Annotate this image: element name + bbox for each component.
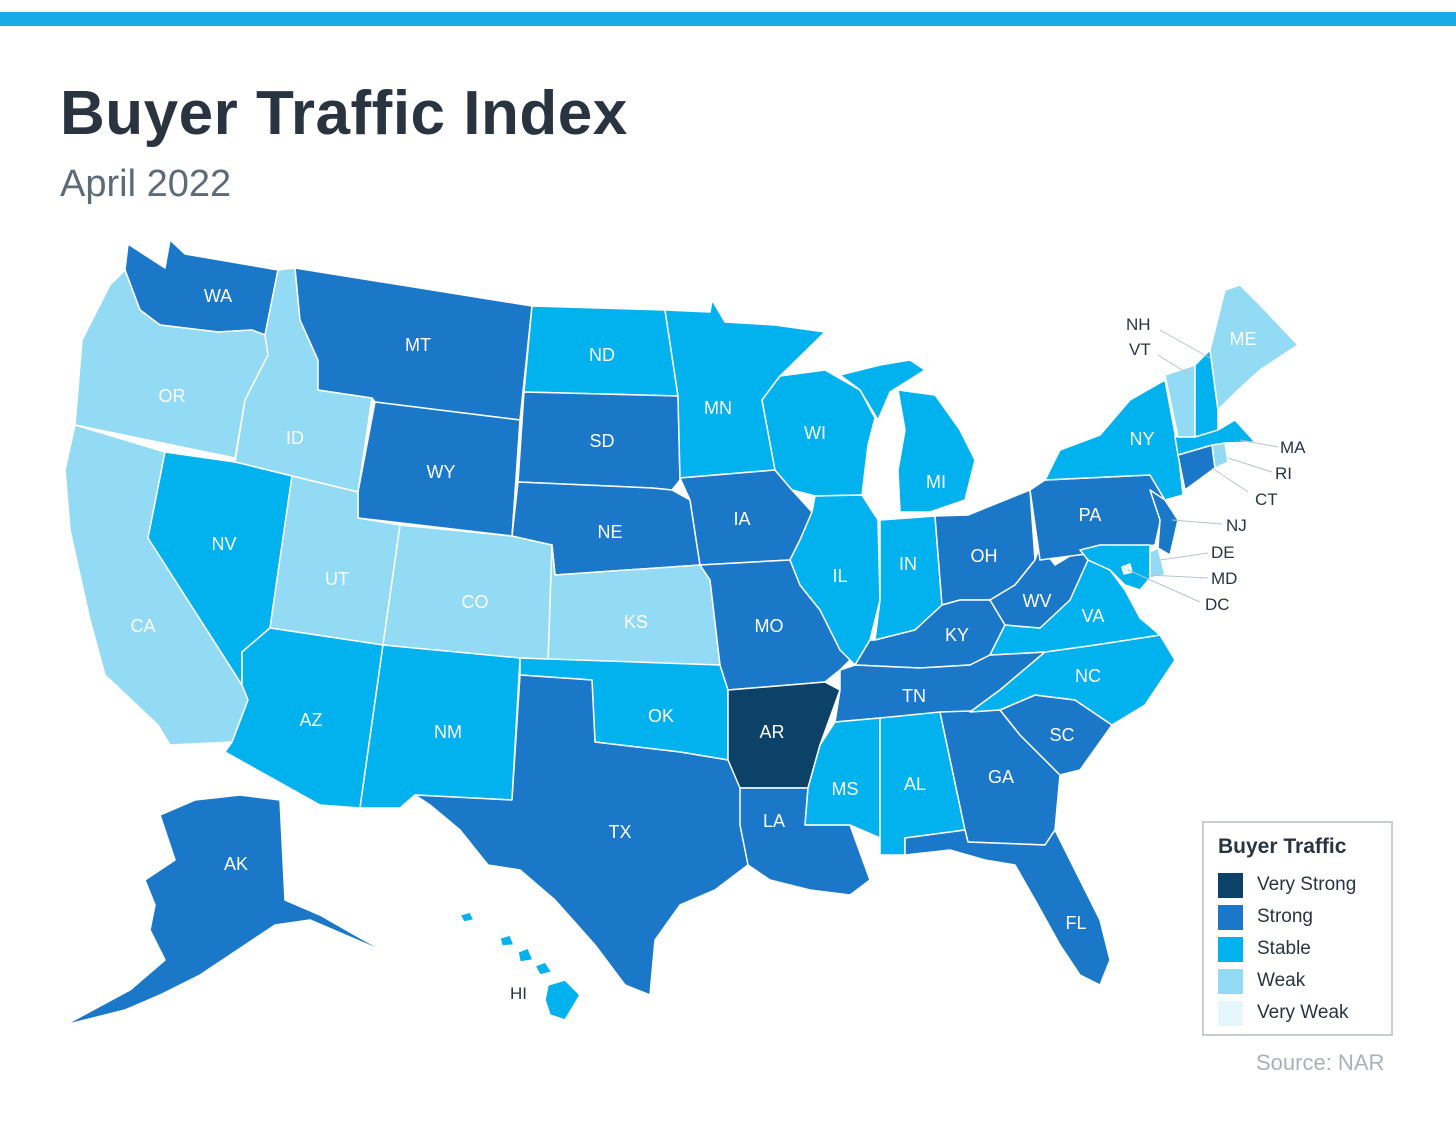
legend-swatch bbox=[1218, 904, 1243, 930]
legend-item-very-strong: Very Strong bbox=[1218, 871, 1356, 899]
callout-HI: HI bbox=[510, 984, 527, 1003]
state-MN[interactable] bbox=[664, 299, 826, 479]
label-MT: MT bbox=[405, 335, 431, 355]
legend-item-stable: Stable bbox=[1218, 935, 1311, 963]
state-NC[interactable] bbox=[969, 634, 1176, 726]
label-TN: TN bbox=[902, 686, 926, 706]
legend-swatch bbox=[1218, 968, 1243, 994]
label-FL: FL bbox=[1065, 913, 1086, 933]
label-IA: IA bbox=[733, 509, 750, 529]
label-MI: MI bbox=[926, 472, 946, 492]
label-TX: TX bbox=[608, 822, 631, 842]
label-OK: OK bbox=[648, 706, 674, 726]
label-AZ: AZ bbox=[299, 710, 322, 730]
legend-label: Strong bbox=[1257, 906, 1313, 927]
legend-label: Weak bbox=[1257, 970, 1306, 991]
state-NY[interactable] bbox=[1044, 379, 1184, 501]
state-MD[interactable] bbox=[1079, 544, 1151, 591]
state-NJ[interactable] bbox=[1149, 489, 1179, 556]
top-accent-bar bbox=[0, 12, 1456, 26]
label-ME: ME bbox=[1230, 329, 1257, 349]
state-MI[interactable] bbox=[839, 359, 976, 513]
label-AK: AK bbox=[224, 854, 248, 874]
label-UT: UT bbox=[325, 569, 349, 589]
label-MO: MO bbox=[755, 616, 784, 636]
legend-swatch bbox=[1218, 872, 1243, 898]
label-WV: WV bbox=[1023, 591, 1052, 611]
state-IL[interactable] bbox=[789, 494, 881, 666]
callout-DE: DE bbox=[1211, 543, 1235, 562]
label-CA: CA bbox=[130, 616, 155, 636]
label-OR: OR bbox=[159, 386, 186, 406]
legend-item-weak: Weak bbox=[1218, 967, 1305, 995]
label-IL: IL bbox=[832, 566, 847, 586]
label-NV: NV bbox=[211, 534, 236, 554]
callout-MD: MD bbox=[1211, 569, 1237, 588]
legend-label: Stable bbox=[1257, 938, 1311, 959]
label-NC: NC bbox=[1075, 666, 1101, 686]
page-subtitle: April 2022 bbox=[60, 163, 232, 205]
callout-DC: DC bbox=[1205, 595, 1230, 614]
callout-CT: CT bbox=[1255, 490, 1278, 509]
label-WI: WI bbox=[804, 423, 826, 443]
label-KY: KY bbox=[945, 625, 969, 645]
label-LA: LA bbox=[763, 811, 785, 831]
legend-label: Very Weak bbox=[1257, 1002, 1349, 1023]
state-WY[interactable] bbox=[357, 401, 521, 537]
state-MA[interactable] bbox=[1174, 419, 1256, 456]
label-NY: NY bbox=[1129, 429, 1154, 449]
state-ME[interactable] bbox=[1209, 284, 1299, 411]
label-MS: MS bbox=[832, 779, 859, 799]
state-RI[interactable] bbox=[1211, 442, 1229, 469]
label-WA: WA bbox=[204, 286, 232, 306]
label-GA: GA bbox=[988, 767, 1014, 787]
label-SD: SD bbox=[589, 431, 614, 451]
callout-NH: NH bbox=[1126, 315, 1151, 334]
label-SC: SC bbox=[1049, 725, 1074, 745]
label-PA: PA bbox=[1079, 505, 1102, 525]
state-AK[interactable] bbox=[64, 794, 401, 1026]
callout-MA: MA bbox=[1280, 438, 1306, 457]
label-NE: NE bbox=[597, 522, 622, 542]
label-NM: NM bbox=[434, 722, 462, 742]
callout-VT: VT bbox=[1129, 340, 1151, 359]
state-TX[interactable] bbox=[414, 674, 749, 996]
state-DE[interactable] bbox=[1149, 547, 1166, 579]
source-note: Source: NAR bbox=[1256, 1050, 1385, 1075]
state-HI[interactable] bbox=[459, 911, 581, 1021]
label-ND: ND bbox=[589, 345, 615, 365]
label-MN: MN bbox=[704, 398, 732, 418]
label-KS: KS bbox=[624, 612, 648, 632]
legend-swatch bbox=[1218, 1000, 1243, 1026]
label-IN: IN bbox=[899, 554, 917, 574]
label-AR: AR bbox=[759, 722, 784, 742]
legend-title: Buyer Traffic bbox=[1218, 835, 1347, 858]
label-ID: ID bbox=[286, 428, 304, 448]
state-WV[interactable] bbox=[989, 544, 1089, 629]
legend-label: Very Strong bbox=[1257, 874, 1357, 895]
callout-RI: RI bbox=[1275, 464, 1292, 483]
legend-item-strong: Strong bbox=[1218, 903, 1313, 931]
label-AL: AL bbox=[904, 774, 926, 794]
page-title: Buyer Traffic Index bbox=[60, 79, 628, 148]
state-FL[interactable] bbox=[904, 829, 1111, 986]
state-WI[interactable] bbox=[761, 369, 876, 497]
legend-swatch bbox=[1218, 936, 1243, 962]
callout-NJ: NJ bbox=[1226, 516, 1247, 535]
label-OH: OH bbox=[971, 546, 998, 566]
legend: Buyer Traffic Very Strong Strong Stable … bbox=[1202, 821, 1393, 1036]
label-WY: WY bbox=[427, 462, 456, 482]
label-VA: VA bbox=[1082, 606, 1105, 626]
legend-item-very-weak: Very Weak bbox=[1218, 999, 1349, 1027]
label-CO: CO bbox=[462, 592, 489, 612]
